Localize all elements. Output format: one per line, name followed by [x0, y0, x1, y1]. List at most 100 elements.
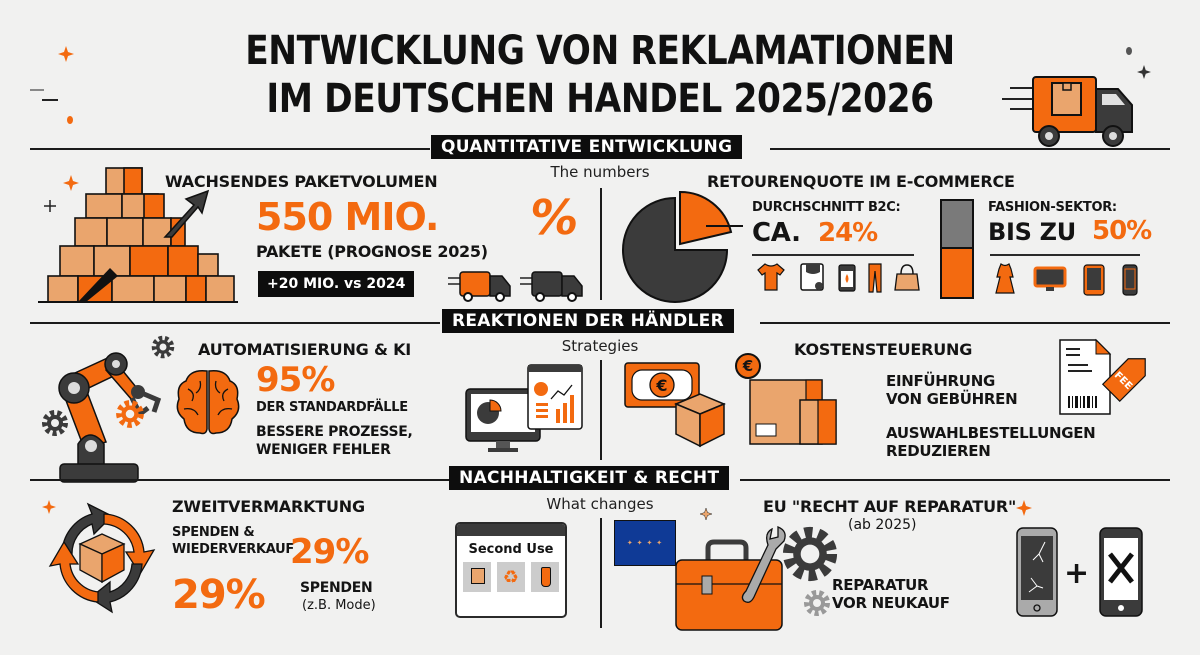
gear-icon	[151, 335, 175, 359]
section-rule	[740, 479, 1170, 481]
heading-retourenquote: RETOURENQUOTE IM E-COMMERCE	[707, 172, 1015, 191]
analytics-dashboard-icon	[465, 364, 583, 452]
caption-standardfaelle: DER STANDARDFÄLLE	[256, 400, 408, 415]
value-29-wiederverkauf: 29%	[290, 532, 369, 572]
section-rule	[30, 148, 430, 150]
handbag-icon	[894, 264, 920, 291]
divider	[752, 254, 914, 256]
speed-lines-icon	[30, 89, 58, 101]
label-zb-mode: (z.B. Mode)	[302, 598, 376, 613]
section-header-nachhaltigkeit: NACHHALTIGKEIT & RECHT	[449, 466, 730, 490]
heading-recht-auf-reparatur: EU "RECHT AUF REPARATUR"	[763, 497, 1017, 516]
page-title-line-2: IM DEUTSCHEN HANDEL 2025/2026	[266, 76, 934, 122]
box-thumb-icon	[463, 562, 491, 592]
section-header-reaktionen: REAKTIONEN DER HÄNDLER	[442, 309, 734, 333]
prefix-bis-zu: BIS ZU	[988, 218, 1076, 246]
label-b2c: DURCHSCHNITT B2C:	[752, 200, 901, 215]
column-divider	[600, 188, 602, 300]
value-29-spenden: 29%	[172, 572, 266, 618]
text-bessere-prozesse: BESSERE PROZESSE,	[256, 424, 413, 440]
sparkle-icon	[1137, 65, 1151, 79]
invoice-fee-tag-icon: FEE	[1059, 338, 1146, 415]
text-reparatur: REPARATUR	[832, 576, 929, 594]
smartphone-icon	[1122, 264, 1138, 296]
box-pyramid-icon	[38, 167, 238, 303]
brain-icon	[176, 369, 240, 435]
second-use-browser-icon: Second Use ♻	[455, 522, 567, 618]
caption-pakete: PAKETE (PROGNOSE 2025)	[256, 242, 488, 261]
tablet-icon	[1083, 264, 1105, 296]
sparkle-icon	[63, 175, 79, 191]
repair-phone-icon	[1099, 527, 1143, 617]
text-einfuehrung: EINFÜHRUNG	[886, 372, 995, 390]
recycle-cycle-box-icon	[48, 502, 156, 614]
tshirt-icon	[757, 263, 785, 291]
section-header-quantitative: QUANTITATIVE ENTWICKLUNG	[431, 135, 743, 159]
second-use-card-title: Second Use	[468, 542, 554, 557]
page-title-line-1: ENTWICKLUNG VON REKLAMATIONEN	[245, 28, 955, 74]
pie-chart-b2c-returns	[622, 190, 743, 303]
plus-sign: +	[1064, 556, 1089, 591]
banknote-euro-icon: €	[624, 362, 700, 408]
section-rule	[30, 479, 450, 481]
divider	[990, 254, 1140, 256]
wrench-icon	[741, 526, 786, 603]
text-reduzieren: REDUZIEREN	[886, 442, 991, 460]
broken-phone-icon	[1016, 527, 1058, 617]
gear-icon	[42, 410, 68, 436]
dot-icon	[67, 116, 73, 124]
text-weniger-fehler: WENIGER FEHLER	[256, 442, 391, 458]
package-icon	[674, 393, 726, 448]
recycle-thumb-icon: ♻	[497, 562, 525, 592]
section-rule	[760, 322, 1170, 324]
bar-chart-fashion-returns	[940, 199, 974, 299]
section-rule	[30, 322, 440, 324]
label-fashion: FASHION-SEKTOR:	[988, 200, 1117, 215]
text-von-gebuehren: VON GEBÜHREN	[886, 390, 1018, 408]
gear-icon	[116, 400, 144, 428]
dress-thumb-icon	[531, 562, 559, 592]
section-subtitle: What changes	[546, 495, 654, 513]
sparkle-icon	[699, 507, 713, 521]
badge-plus-20-mio: +20 MIO. vs 2024	[258, 271, 415, 297]
heading-kostensteuerung: KOSTENSTEUERUNG	[794, 340, 973, 359]
value-fashion-50: 50%	[1092, 216, 1152, 246]
sparkle-icon	[1016, 500, 1032, 516]
stacked-boxes-icon	[749, 379, 837, 445]
heading-automatisierung: AUTOMATISIERUNG & KI	[198, 340, 412, 359]
gear-icon	[782, 526, 838, 582]
heading-zweitvermarktung: ZWEITVERMARKTUNG	[172, 497, 365, 516]
dot-icon	[1126, 47, 1132, 55]
label-spenden-und: SPENDEN &	[172, 525, 255, 540]
section-subtitle: Strategies	[561, 337, 639, 355]
shirt-pack-icon	[800, 263, 824, 291]
euro-glyph: €	[655, 376, 667, 395]
growth-arrow-icon	[163, 189, 210, 238]
eu-flag-icon: ✦ ✦ ✦ ✦	[614, 520, 676, 566]
prefix-ca: CA.	[752, 218, 801, 248]
column-divider	[600, 518, 602, 628]
text-auswahlbestellungen: AUSWAHLBESTELLUNGEN	[886, 424, 1096, 442]
column-divider	[600, 360, 602, 460]
gear-icon	[804, 590, 830, 616]
monitor-icon	[1033, 266, 1067, 291]
value-95: 95%	[256, 360, 335, 400]
cosmetics-icon	[838, 264, 856, 292]
plus-sparkle-icon	[44, 200, 56, 212]
value-b2c-24: 24%	[818, 218, 878, 248]
section-subtitle: The numbers	[550, 163, 650, 181]
delivery-van-icon	[520, 271, 583, 302]
euro-coin-icon: €	[735, 353, 761, 379]
sparkle-icon	[42, 500, 56, 514]
value-550-mio: 550 MIO.	[256, 195, 439, 239]
sparkle-icon	[58, 46, 74, 62]
section-rule	[770, 148, 1170, 150]
note-ab-2025: (ab 2025)	[848, 517, 917, 533]
heading-paketvolumen: WACHSENDES PAKETVOLUMEN	[165, 172, 438, 191]
dress-icon	[995, 263, 1015, 294]
robot-arm-icon	[58, 352, 162, 483]
label-wiederverkauf: WIEDERVERKAUF	[172, 542, 294, 557]
text-vor-neukauf: VOR NEUKAUF	[832, 594, 950, 612]
delivery-van-icon	[448, 271, 511, 302]
label-spenden: SPENDEN	[300, 580, 373, 596]
